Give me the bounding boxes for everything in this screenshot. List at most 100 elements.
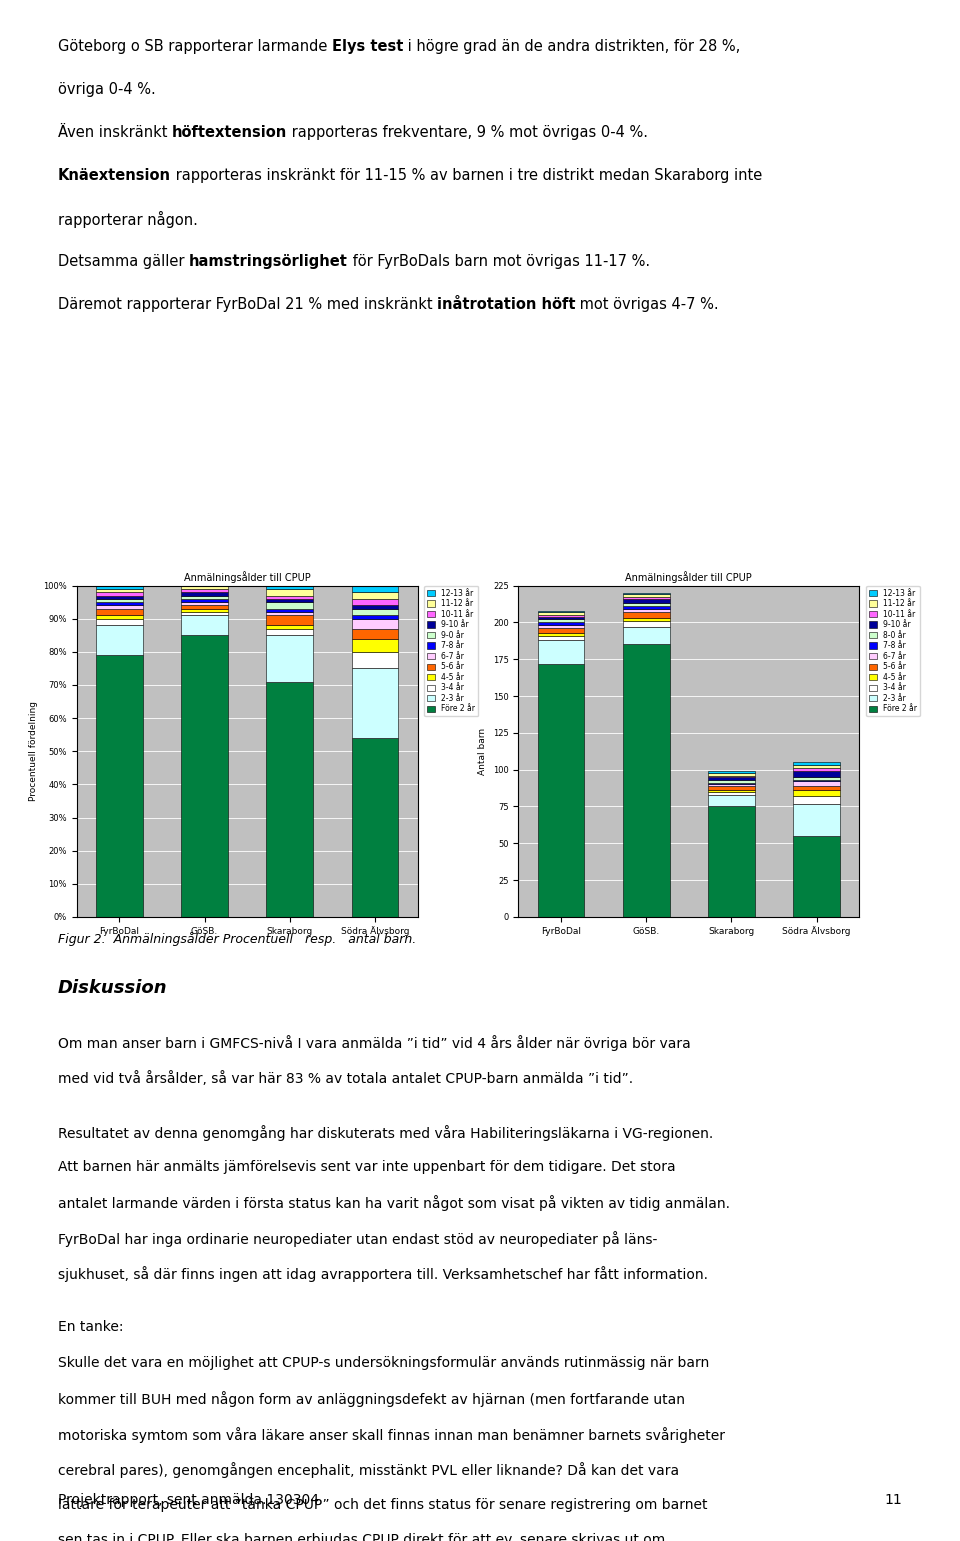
Bar <box>623 595 670 598</box>
Bar <box>538 664 585 917</box>
Text: hamstringsörlighet: hamstringsörlighet <box>189 254 348 270</box>
Bar <box>793 777 840 780</box>
Bar <box>538 629 585 633</box>
Bar <box>708 780 755 783</box>
Text: Även inskränkt: Även inskränkt <box>58 125 172 140</box>
Bar <box>266 635 313 681</box>
Text: kommer till BUH med någon form av anläggningsdefekt av hjärnan (men fortfarande : kommer till BUH med någon form av anlägg… <box>58 1392 684 1407</box>
Text: Om man anser barn i GMFCS-nivå I vara anmälda ”i tid” vid 4 års ålder när övriga: Om man anser barn i GMFCS-nivå I vara an… <box>58 1036 690 1051</box>
Text: Elys test: Elys test <box>331 39 403 54</box>
Legend: 12-13 år, 11-12 år, 10-11 år, 9-10 år, 8-0 år, 7-8 år, 6-7 år, 5-6 år, 4-5 år, 3: 12-13 år, 11-12 år, 10-11 år, 9-10 år, 8… <box>866 586 920 717</box>
Bar <box>266 615 313 626</box>
Bar <box>266 681 313 917</box>
Bar <box>708 777 755 780</box>
Text: cerebral pares), genomgången encephalit, misstänkt PVL eller liknande? Då kan de: cerebral pares), genomgången encephalit,… <box>58 1462 679 1478</box>
Bar <box>96 589 143 592</box>
Bar <box>351 629 398 638</box>
Bar <box>181 606 228 609</box>
Bar <box>708 806 755 917</box>
Bar <box>96 626 143 655</box>
Bar <box>538 626 585 629</box>
Bar <box>351 619 398 629</box>
Bar <box>793 835 840 917</box>
Bar <box>266 603 313 609</box>
Bar <box>538 640 585 664</box>
Text: övriga 0-4 %.: övriga 0-4 %. <box>58 82 156 97</box>
Bar <box>708 786 755 791</box>
Bar <box>181 603 228 606</box>
Bar <box>351 606 398 609</box>
Bar <box>96 609 143 615</box>
Text: mot övrigas 4-7 %.: mot övrigas 4-7 %. <box>575 297 719 313</box>
Text: FyrBoDal har inga ordinarie neuropediater utan endast stöd av neuropediater på l: FyrBoDal har inga ordinarie neuropediate… <box>58 1231 657 1247</box>
Bar <box>623 603 670 606</box>
Bar <box>793 767 840 770</box>
Text: sen tas in i CPUP. Eller ska barnen erbjudas CPUP direkt för att ev. senare skri: sen tas in i CPUP. Eller ska barnen erbj… <box>58 1533 665 1541</box>
Bar <box>181 599 228 603</box>
Text: 11: 11 <box>885 1493 902 1507</box>
Bar <box>623 644 670 917</box>
Bar <box>793 803 840 835</box>
Text: med vid två årsålder, så var här 83 % av totala antalet CPUP-barn anmälda ”i tid: med vid två årsålder, så var här 83 % av… <box>58 1071 633 1086</box>
Bar <box>181 612 228 615</box>
Text: rapporterar någon.: rapporterar någon. <box>58 211 198 228</box>
Bar <box>793 766 840 767</box>
Bar <box>538 616 585 619</box>
Text: inåtrotation höft: inåtrotation höft <box>437 297 575 313</box>
Text: Resultatet av denna genomgång har diskuterats med våra Habiliteringsläkarna i VG: Resultatet av denna genomgång har diskut… <box>58 1125 713 1140</box>
Bar <box>96 595 143 599</box>
Bar <box>538 633 585 635</box>
Bar <box>181 635 228 917</box>
Text: En tanke:: En tanke: <box>58 1321 123 1335</box>
Bar <box>181 615 228 635</box>
Text: rapporteras inskränkt för 11-15 % av barnen i tre distrikt medan Skaraborg inte: rapporteras inskränkt för 11-15 % av bar… <box>171 168 762 183</box>
Bar <box>793 791 840 797</box>
Bar <box>96 619 143 626</box>
Bar <box>181 586 228 589</box>
Bar <box>181 589 228 592</box>
Text: Knäextension: Knäextension <box>58 168 171 183</box>
Title: Anmälningsålder till CPUP: Anmälningsålder till CPUP <box>625 572 753 584</box>
Bar <box>96 606 143 609</box>
Text: Skulle det vara en möjlighet att CPUP-s undersökningsformulär används rutinmässi: Skulle det vara en möjlighet att CPUP-s … <box>58 1356 708 1370</box>
Bar <box>708 795 755 806</box>
Bar <box>266 586 313 589</box>
Text: Göteborg o SB rapporterar larmande: Göteborg o SB rapporterar larmande <box>58 39 331 54</box>
Bar <box>266 612 313 615</box>
Bar <box>623 599 670 603</box>
Bar <box>351 586 398 592</box>
Bar <box>793 770 840 777</box>
Bar <box>351 592 398 599</box>
Bar <box>181 609 228 612</box>
Bar <box>793 786 840 791</box>
Text: rapporteras frekventare, 9 % mot övrigas 0-4 %.: rapporteras frekventare, 9 % mot övrigas… <box>287 125 648 140</box>
Bar <box>351 652 398 669</box>
Bar <box>351 615 398 619</box>
Text: för FyrBoDals barn mot övrigas 11-17 %.: för FyrBoDals barn mot övrigas 11-17 %. <box>348 254 650 270</box>
Bar <box>538 612 585 615</box>
Bar <box>623 609 670 612</box>
Title: Anmälningsålder till CPUP: Anmälningsålder till CPUP <box>183 572 311 584</box>
Bar <box>351 669 398 738</box>
Legend: 12-13 år, 11-12 år, 10-11 år, 9-10 år, 9-0 år, 7-8 år, 6-7 år, 5-6 år, 4-5 år, 3: 12-13 år, 11-12 år, 10-11 år, 9-10 år, 9… <box>424 586 478 717</box>
Text: Diskussion: Diskussion <box>58 979 167 997</box>
Bar <box>96 603 143 606</box>
Bar <box>623 612 670 618</box>
Bar <box>538 623 585 626</box>
Text: Däremot rapporterar FyrBoDal 21 % med inskränkt: Däremot rapporterar FyrBoDal 21 % med in… <box>58 297 437 313</box>
Text: antalet larmande värden i första status kan ha varit något som visat på vikten a: antalet larmande värden i första status … <box>58 1196 730 1211</box>
Bar <box>266 626 313 629</box>
Bar <box>623 618 670 621</box>
Text: Detsamma gäller: Detsamma gäller <box>58 254 189 270</box>
Bar <box>266 595 313 599</box>
Text: Figur 2.  Anmälningsålder Procentuell   resp.   antal barn.: Figur 2. Anmälningsålder Procentuell res… <box>58 932 416 946</box>
Bar <box>708 792 755 795</box>
Text: Att barnen här anmälts jämförelsevis sent var inte uppenbart för dem tidigare. D: Att barnen här anmälts jämförelsevis sen… <box>58 1160 675 1174</box>
Bar <box>96 586 143 589</box>
Bar <box>266 589 313 595</box>
Y-axis label: Procentuell fördelning: Procentuell fördelning <box>29 701 37 801</box>
Bar <box>266 629 313 635</box>
Bar <box>266 599 313 603</box>
Bar <box>96 599 143 603</box>
Y-axis label: Antal barn: Antal barn <box>478 727 488 775</box>
